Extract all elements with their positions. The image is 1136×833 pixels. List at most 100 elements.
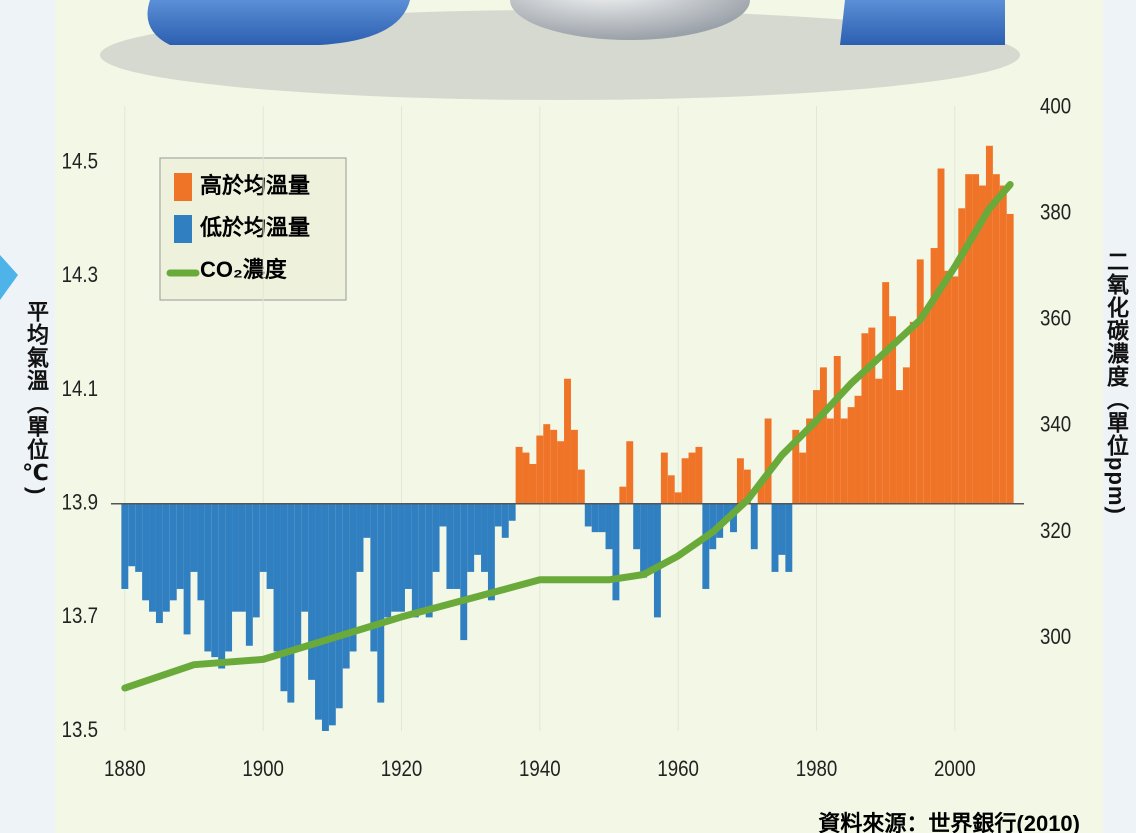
bar (868, 327, 876, 504)
bar (819, 367, 827, 504)
bar (757, 481, 765, 504)
y-tick-label: 14.5 (62, 150, 98, 174)
bar (605, 503, 613, 550)
y2-tick-label: 380 (1040, 201, 1071, 225)
bar (951, 276, 959, 504)
bar (439, 503, 447, 527)
bar (861, 333, 869, 504)
bar (294, 503, 302, 652)
bar (446, 503, 454, 589)
bar (183, 503, 191, 635)
bar (674, 492, 682, 504)
bar (992, 174, 1000, 504)
bar (730, 503, 737, 533)
bar (792, 429, 800, 504)
bar (404, 503, 412, 589)
bar (266, 503, 274, 589)
bar (128, 503, 136, 567)
bar (584, 503, 592, 527)
bar (564, 378, 571, 504)
bar (335, 503, 343, 709)
decor-arrow (0, 255, 18, 300)
bar (142, 503, 150, 601)
bar (474, 503, 482, 555)
bar (709, 503, 717, 550)
bar (308, 503, 316, 680)
co2-line (121, 181, 1014, 692)
y2-tick-label: 320 (1040, 520, 1071, 544)
bar (425, 503, 433, 618)
bar (764, 418, 772, 504)
bar (736, 458, 744, 504)
bar (840, 418, 848, 504)
legend-swatch (174, 215, 192, 243)
bar (162, 503, 170, 612)
bar (225, 503, 233, 652)
bar (923, 310, 931, 504)
bar (813, 390, 820, 504)
bar (667, 475, 675, 504)
bar (169, 503, 177, 601)
bar (287, 503, 295, 703)
bar (460, 503, 468, 641)
bar (363, 503, 371, 538)
x-tick-label: 1940 (519, 757, 561, 781)
bar (826, 418, 834, 504)
x-tick-label: 2000 (934, 757, 976, 781)
bar (218, 503, 226, 669)
bar (958, 208, 966, 504)
bar (930, 248, 938, 504)
bar (778, 503, 786, 555)
bar (653, 503, 661, 618)
bar (965, 174, 973, 504)
bar (1006, 213, 1014, 504)
bar (985, 145, 993, 504)
bar (612, 503, 620, 601)
bar (896, 390, 903, 504)
bar (197, 503, 205, 601)
bar (937, 168, 945, 504)
bar (398, 503, 405, 612)
bar (515, 446, 523, 504)
x-tick-label: 1900 (242, 757, 284, 781)
y-tick-label: 13.9 (62, 491, 98, 515)
legend-label: 高於均溫量 (200, 173, 310, 198)
bar (909, 321, 917, 504)
bar (854, 395, 862, 504)
bar (315, 503, 322, 720)
bar (902, 367, 910, 504)
bar (557, 441, 565, 504)
bar (999, 185, 1007, 504)
decor-sphere (510, 0, 750, 40)
x-tick-label: 1880 (104, 757, 146, 781)
y2-tick-label: 340 (1040, 413, 1071, 437)
bar (979, 185, 986, 504)
bar (356, 503, 364, 572)
bar (238, 503, 246, 612)
bar (391, 503, 399, 612)
bar (190, 503, 198, 572)
x-tick-label: 1960 (657, 757, 699, 781)
bar (467, 503, 475, 572)
y-tick-label: 14.3 (62, 264, 98, 288)
decor-shape (147, 0, 410, 45)
bar (889, 316, 897, 504)
x-tick-label: 1980 (796, 757, 838, 781)
bar (342, 503, 350, 669)
bar (204, 503, 212, 652)
bar (418, 503, 426, 612)
bar (882, 282, 890, 504)
bar (723, 503, 731, 521)
bar (232, 503, 239, 612)
bar (833, 356, 841, 504)
bar (135, 503, 143, 572)
y-tick-label: 13.7 (62, 605, 98, 629)
bar (577, 469, 585, 504)
bar (785, 503, 793, 572)
bar (799, 452, 807, 504)
y-tick-label: 13.5 (62, 718, 98, 742)
bar (660, 452, 668, 504)
y2-axis-label: 二氧化碳濃度（單位ppm) (1104, 250, 1129, 515)
